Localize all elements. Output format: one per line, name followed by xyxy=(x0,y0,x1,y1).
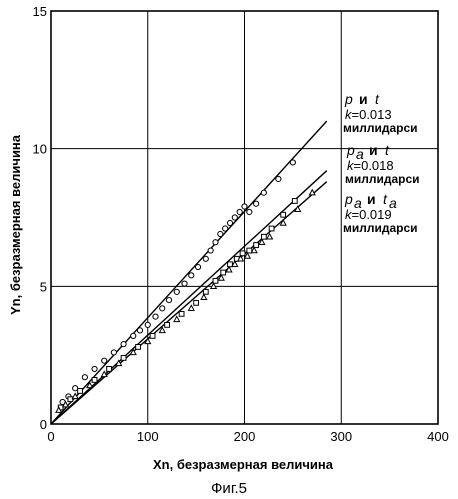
point-s1-2 xyxy=(78,389,83,394)
y-tick-label-3: 15 xyxy=(33,4,47,19)
legend-k-value: k=0.013 xyxy=(345,107,392,122)
legend-k-value: k=0.018 xyxy=(347,158,394,173)
point-s0-9 xyxy=(137,328,142,333)
point-s2-10 xyxy=(188,305,194,310)
point-s1-19 xyxy=(261,234,266,239)
point-s2-22 xyxy=(295,206,301,211)
legend-var2: t xyxy=(375,91,380,107)
point-s2-4 xyxy=(101,371,107,376)
point-s2-7 xyxy=(145,338,151,343)
point-s1-8 xyxy=(165,322,170,327)
legend-entry-2: paиtak=0.019миллидарси xyxy=(343,191,418,235)
legend-var2: t xyxy=(385,142,390,158)
point-s2-12 xyxy=(211,283,217,288)
point-s1-5 xyxy=(121,356,126,361)
point-s2-23 xyxy=(309,190,315,195)
legend-var1: p xyxy=(344,191,353,207)
point-s0-23 xyxy=(227,220,232,225)
x-axis-label: Xn, безразмерная величина xyxy=(153,457,334,472)
point-s0-25 xyxy=(237,209,242,214)
point-s1-7 xyxy=(150,333,155,338)
y-axis-label: Yn, безразмерная величина xyxy=(8,134,23,315)
x-tick-label-4: 400 xyxy=(427,429,449,444)
legend-unit: миллидарси xyxy=(343,121,418,135)
point-s0-21 xyxy=(218,231,223,236)
point-s0-8 xyxy=(131,333,136,338)
point-s0-26 xyxy=(242,204,247,209)
point-s1-9 xyxy=(179,311,184,316)
point-s2-20 xyxy=(267,234,273,239)
point-s0-5 xyxy=(102,358,107,363)
legend-conj: и xyxy=(367,191,376,207)
point-s2-9 xyxy=(174,316,180,321)
point-s1-20 xyxy=(269,226,274,231)
point-s1-21 xyxy=(281,212,286,217)
point-s1-10 xyxy=(194,300,199,305)
point-s0-3 xyxy=(82,375,87,380)
point-s0-17 xyxy=(195,264,200,269)
x-tick-labels: 0 100 200 300 400 xyxy=(47,429,448,444)
x-tick-label-0: 0 xyxy=(47,429,54,444)
point-s0-11 xyxy=(153,314,158,319)
point-s0-30 xyxy=(276,176,281,181)
point-s0-28 xyxy=(254,201,259,206)
point-s0-14 xyxy=(174,289,179,294)
point-s0-10 xyxy=(145,322,150,327)
point-s1-4 xyxy=(107,367,112,372)
x-tick-label-2: 200 xyxy=(234,429,256,444)
legend-unit: миллидарси xyxy=(343,221,418,235)
x-tick-label-1: 100 xyxy=(137,429,159,444)
point-s2-5 xyxy=(116,360,122,365)
legend-unit: миллидарси xyxy=(345,172,420,186)
point-s0-6 xyxy=(111,350,116,355)
legend-conj: и xyxy=(369,142,378,158)
point-s0-31 xyxy=(290,160,295,165)
point-s0-2 xyxy=(73,386,78,391)
point-s0-13 xyxy=(166,298,171,303)
point-s1-13 xyxy=(221,270,226,275)
point-s1-1 xyxy=(68,397,73,402)
figure-caption: Фиг.5 xyxy=(211,480,247,497)
point-s0-12 xyxy=(160,306,165,311)
point-s1-18 xyxy=(254,243,259,248)
point-s0-19 xyxy=(208,248,213,253)
point-s0-20 xyxy=(213,240,218,245)
point-s1-12 xyxy=(213,278,218,283)
legend-k-value: k=0.019 xyxy=(345,207,392,222)
point-s1-6 xyxy=(136,345,141,350)
legend-var1: p xyxy=(344,91,353,107)
point-s1-14 xyxy=(228,262,233,267)
point-s0-27 xyxy=(247,209,252,214)
legend-conj: и xyxy=(359,91,368,107)
legend-var1: p xyxy=(346,142,355,158)
point-s0-24 xyxy=(232,215,237,220)
point-s0-7 xyxy=(121,342,126,347)
point-s1-22 xyxy=(292,199,297,204)
point-s0-4 xyxy=(92,366,97,371)
point-s0-29 xyxy=(261,190,266,195)
fit-line-1 xyxy=(51,171,327,424)
point-s1-16 xyxy=(240,251,245,256)
y-tick-label-2: 10 xyxy=(33,142,47,157)
point-s0-22 xyxy=(223,226,228,231)
point-s1-11 xyxy=(203,289,208,294)
point-s0-15 xyxy=(182,281,187,286)
y-tick-labels: 0 5 10 15 xyxy=(33,4,47,432)
point-s1-17 xyxy=(247,248,252,253)
point-s2-11 xyxy=(201,294,207,299)
point-s0-16 xyxy=(189,273,194,278)
legend-entry-0: pиtk=0.013миллидарси xyxy=(343,91,418,135)
y-tick-label-1: 5 xyxy=(40,279,47,294)
x-tick-label-3: 300 xyxy=(330,429,352,444)
legend: pиtk=0.013миллидарсиpaиtk=0.018миллидарс… xyxy=(343,91,420,235)
point-s0-18 xyxy=(203,256,208,261)
y-tick-label-0: 0 xyxy=(40,417,47,432)
point-s2-14 xyxy=(226,267,232,272)
point-s1-3 xyxy=(92,378,97,383)
legend-var2: t xyxy=(383,191,388,207)
